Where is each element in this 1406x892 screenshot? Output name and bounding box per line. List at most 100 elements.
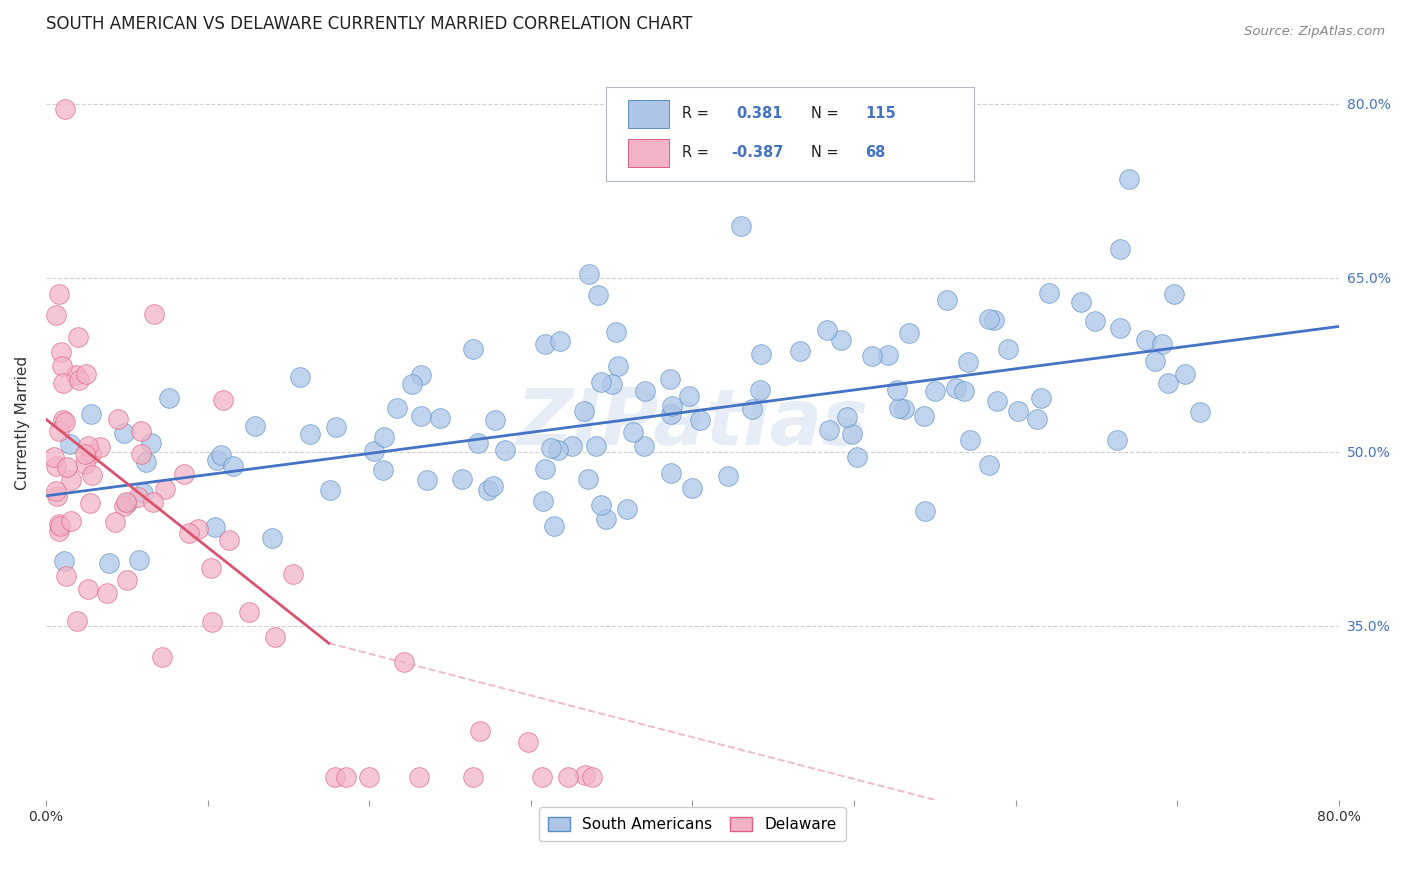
Point (209, 449, 232, 463)
Point (80, 408, 103, 422)
Point (581, 770, 603, 784)
Point (48, 424, 70, 438)
Point (411, 368, 433, 382)
Point (408, 770, 430, 784)
Point (429, 411, 451, 425)
Point (661, 400, 683, 414)
Point (262, 532, 284, 546)
Point (201, 615, 224, 630)
Point (66, 330, 89, 344)
Point (450, 472, 472, 486)
Point (516, 735, 538, 749)
Point (1118, 172, 1140, 186)
Point (741, 401, 763, 416)
Point (56, 459, 79, 474)
Point (543, 518, 565, 533)
Point (135, 454, 157, 468)
Point (658, 371, 681, 385)
Point (77, 582, 100, 596)
Point (830, 333, 852, 347)
Point (959, 434, 981, 448)
Point (218, 533, 240, 547)
Point (633, 439, 655, 453)
Point (177, 526, 200, 541)
Point (187, 522, 209, 536)
Point (128, 553, 150, 567)
Point (115, 494, 138, 508)
Point (60, 473, 83, 487)
Point (1083, 314, 1105, 328)
Point (997, 342, 1019, 356)
Point (1031, 391, 1053, 405)
Point (530, 770, 553, 784)
Point (557, 770, 579, 784)
Point (589, 498, 612, 512)
Point (589, 376, 612, 390)
Point (129, 424, 152, 438)
Point (392, 655, 415, 669)
Point (845, 450, 868, 464)
Point (401, 377, 423, 392)
Point (1038, 285, 1060, 300)
Point (142, 307, 165, 321)
Point (1026, 412, 1049, 426)
Point (1109, 321, 1132, 335)
Text: 0.381: 0.381 (737, 106, 783, 121)
Point (789, 344, 811, 359)
Point (204, 519, 226, 533)
Point (621, 425, 644, 439)
Point (77, 440, 100, 454)
Point (1105, 433, 1128, 447)
Point (75, 447, 97, 461)
Point (112, 425, 135, 440)
Point (1109, 242, 1132, 256)
Point (373, 429, 395, 443)
Point (89, 440, 111, 454)
Point (467, 436, 489, 450)
Text: SOUTH AMERICAN VS DELAWARE CURRENTLY MARRIED CORRELATION CHART: SOUTH AMERICAN VS DELAWARE CURRENTLY MAR… (46, 15, 692, 33)
Point (416, 473, 439, 487)
Text: R =: R = (682, 106, 709, 121)
Point (73, 457, 96, 471)
Point (387, 401, 409, 415)
Point (952, 384, 974, 398)
Point (55, 569, 77, 583)
Text: ZIPatlas: ZIPatlas (516, 384, 869, 461)
Point (299, 427, 322, 442)
Point (749, 347, 772, 361)
Point (914, 504, 936, 518)
Point (956, 355, 979, 369)
Point (96, 586, 118, 600)
Point (79, 447, 101, 461)
Point (841, 426, 863, 441)
Point (67, 374, 90, 388)
Point (461, 342, 484, 356)
Point (547, 442, 569, 457)
Point (1070, 294, 1092, 309)
Point (373, 462, 395, 476)
Text: 115: 115 (866, 106, 897, 121)
Point (173, 467, 195, 481)
Point (139, 436, 162, 450)
Point (79, 496, 101, 510)
Point (205, 453, 228, 467)
Point (689, 413, 711, 427)
Point (659, 407, 682, 421)
Point (576, 472, 599, 486)
Legend: South Americans, Delaware: South Americans, Delaware (540, 807, 845, 841)
Point (893, 402, 915, 417)
Point (936, 293, 959, 308)
Point (212, 392, 235, 407)
Point (606, 359, 628, 373)
Point (540, 441, 562, 455)
Point (263, 630, 285, 644)
Point (681, 481, 703, 495)
Point (132, 486, 155, 500)
Point (634, 384, 657, 398)
Point (578, 267, 600, 281)
Point (572, 404, 595, 418)
Point (323, 770, 346, 784)
Point (411, 409, 433, 423)
Point (586, 287, 609, 301)
Point (59, 436, 82, 450)
